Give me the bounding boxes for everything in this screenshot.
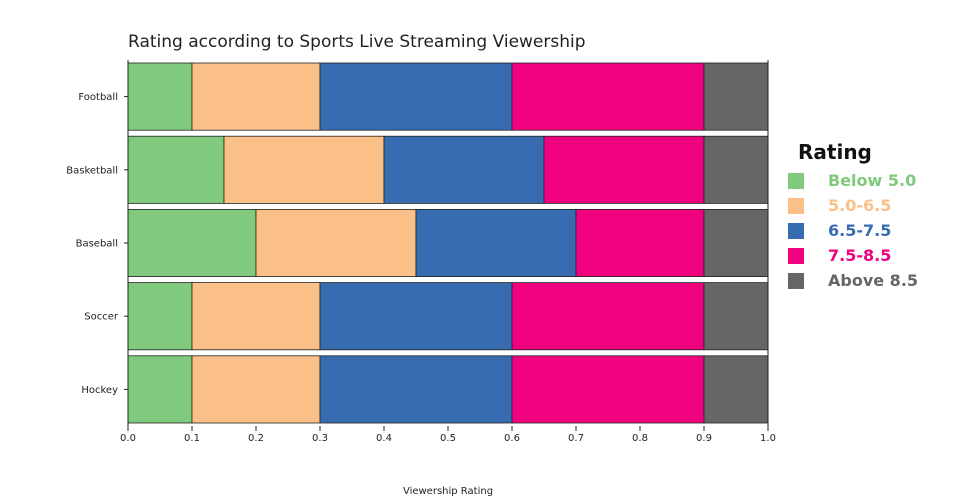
legend-label: Above 8.5 [828,271,919,290]
legend-swatch [788,272,804,289]
bar-segment [127,282,193,351]
legend-label: 7.5-8.5 [828,246,892,265]
bar-segment [127,135,225,204]
chart-title: Rating according to Sports Live Streamin… [128,32,586,52]
legend-item: 7.5-8.5 [788,243,918,268]
legend-label: 6.5-7.5 [828,221,892,240]
y-tick-label: Soccer [84,312,119,323]
x-tick-label: 0.7 [568,433,584,444]
bar-segment [319,282,513,351]
bar-segment [127,208,257,277]
bar-segment [191,282,321,351]
legend-item: Above 8.5 [788,268,918,293]
bar-segment [703,282,769,351]
x-tick-label: 0.4 [376,433,392,444]
x-tick-label: 0.5 [440,433,456,444]
legend-swatch [788,247,804,264]
bar-segment [191,62,321,131]
bar-segment [319,62,513,131]
bar-segment [191,355,321,424]
legend-swatch [788,222,804,239]
bar-segment [255,208,417,277]
x-tick-label: 0.6 [504,433,520,444]
legend: Rating Below 5.0 5.0-6.5 6.5-7.5 7.5-8.5 Abo… [788,140,918,293]
bar-segment [383,135,545,204]
bar-segment [415,208,577,277]
bar-segment [319,355,513,424]
legend-label: Below 5.0 [828,171,917,190]
x-tick-label: 0.0 [120,433,136,444]
y-tick-label: Baseball [76,239,118,250]
bar-segment [511,62,705,131]
bar-segment [127,62,193,131]
legend-swatch [788,197,804,214]
x-tick-label: 0.2 [248,433,264,444]
bar-segment [575,208,705,277]
bar-segment [543,135,705,204]
x-tick-label: 1.0 [760,433,776,444]
bar-segment [703,355,769,424]
x-tick-label: 0.3 [312,433,328,444]
legend-item: 5.0-6.5 [788,193,918,218]
legend-item: Below 5.0 [788,168,918,193]
y-tick-label: Basketball [66,165,118,176]
bar-segment [223,135,385,204]
bar-segment [703,62,769,131]
bar-segment [703,208,769,277]
y-tick-label: Football [78,92,118,103]
legend-item: 6.5-7.5 [788,218,918,243]
x-tick-label: 0.8 [632,433,648,444]
x-tick-label: 0.1 [184,433,200,444]
bar-segment [703,135,769,204]
legend-swatch [788,172,804,189]
y-tick-label: Hockey [81,385,118,396]
legend-label: 5.0-6.5 [828,196,892,215]
bar-segment [127,355,193,424]
legend-title: Rating [798,140,872,164]
bar-segment [511,282,705,351]
x-axis-label: Viewership Rating [402,486,494,497]
x-tick-label: 0.9 [696,433,712,444]
bar-segment [511,355,705,424]
